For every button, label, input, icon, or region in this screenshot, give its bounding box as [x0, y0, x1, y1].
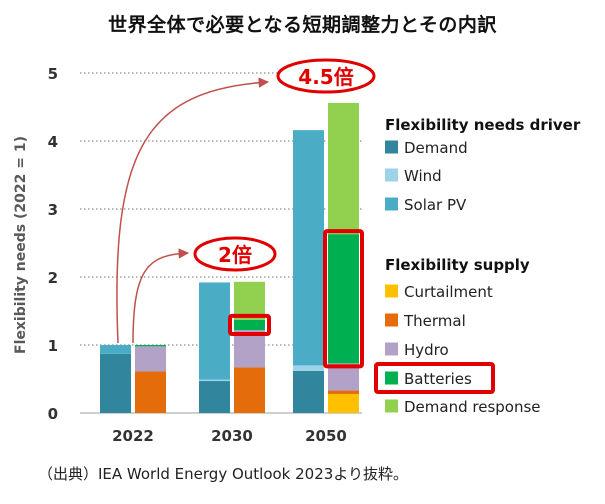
x-tick-label-2030: 2030 — [211, 427, 253, 445]
highlight-box-batteries-2050 — [323, 229, 364, 369]
bar-driver-demand-2022 — [100, 353, 131, 413]
annotation-oval-4-5x — [276, 58, 376, 94]
bar-driver-demand-2050 — [293, 370, 324, 413]
legend-label-thermal: Thermal — [403, 312, 466, 330]
arrow-2 — [132, 248, 190, 344]
bar-driver-solar-pv-2022 — [100, 345, 131, 354]
y-tick-label-1: 1 — [48, 337, 58, 355]
annotation-text-2x: 2倍 — [218, 243, 252, 267]
bar-driver-wind-2050 — [293, 365, 324, 371]
legend-label-hydro: Hydro — [404, 341, 449, 359]
legend-swatch-demand — [385, 140, 398, 154]
legend-label-demand: Demand — [404, 139, 468, 157]
legend-label-wind: Wind — [404, 167, 442, 185]
bar-supply-curtailment-2050 — [328, 393, 359, 413]
legend-label-demand-response: Demand response — [404, 398, 541, 416]
bar-driver-solar-pv-2050 — [293, 130, 324, 366]
legend-label-batteries: Batteries — [404, 370, 472, 388]
bar-supply-hydro-2022 — [135, 346, 166, 372]
bar-supply-thermal-2030 — [234, 367, 265, 413]
legend-swatch-thermal — [385, 313, 398, 327]
x-tick-label-2050: 2050 — [305, 427, 347, 445]
y-axis-label: Flexibility needs (2022 = 1) — [13, 136, 29, 354]
bar-supply-hydro-2030 — [234, 330, 265, 368]
legend-swatch-solar-pv — [385, 197, 398, 211]
y-tick-label-5: 5 — [48, 65, 58, 83]
bar-supply-batteries-2022 — [135, 345, 166, 347]
bar-driver-solar-pv-2030 — [199, 282, 230, 380]
chart-title: 世界全体で必要となる短期調整力とその内訳 — [108, 14, 497, 36]
bar-supply-thermal-2050 — [328, 390, 359, 394]
legend-swatch-demand-response — [385, 399, 398, 413]
y-tick-label-2: 2 — [48, 269, 58, 287]
bar-driver-wind-2030 — [199, 379, 230, 382]
annotation-oval-2x — [193, 236, 277, 272]
legend-label-solar-pv: Solar PV — [404, 196, 467, 214]
y-tick-label-3: 3 — [48, 201, 58, 219]
bar-supply-demand-response-2030 — [234, 281, 265, 320]
arrow-4-5x — [116, 77, 270, 344]
bar-supply-demand-response-2050 — [328, 102, 359, 235]
legend-highlight-box — [374, 362, 495, 394]
source-note: （出典）IEA World Energy Outlook 2023より抜粋。 — [38, 465, 409, 483]
legend-title-drivers: Flexibility needs driver — [385, 116, 581, 134]
bar-driver-demand-2030 — [199, 381, 230, 413]
legend-swatch-wind — [385, 168, 398, 182]
bar-supply-batteries-2030 — [234, 319, 265, 331]
y-tick-label-4: 4 — [48, 133, 58, 151]
legend-swatch-batteries — [385, 371, 398, 385]
bar-supply-thermal-2022 — [135, 371, 166, 413]
legend-swatch-curtailment — [385, 284, 398, 298]
highlight-box-batteries-2030 — [228, 313, 271, 337]
bar-supply-batteries-2050 — [328, 234, 359, 364]
y-tick-label-0: 0 — [48, 405, 58, 423]
legend-swatch-hydro — [385, 342, 398, 356]
legend-title-supply: Flexibility supply — [385, 256, 530, 274]
x-tick-label-2022: 2022 — [112, 427, 154, 445]
legend-label-curtailment: Curtailment — [404, 283, 493, 301]
annotation-text-4-5x: 4.5倍 — [298, 65, 353, 89]
